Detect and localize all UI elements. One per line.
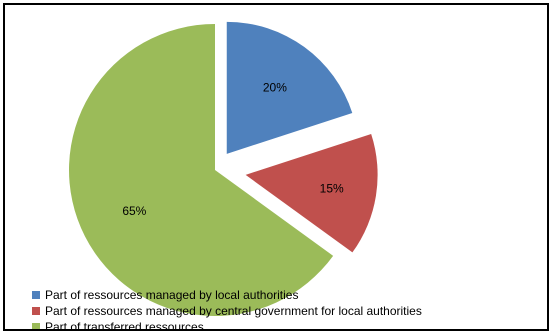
legend-swatch <box>32 291 40 299</box>
legend-label: Part of ressources managed by central go… <box>45 304 422 318</box>
data-label-transferred: 65% <box>122 204 146 218</box>
data-label-local-authorities: 20% <box>263 81 287 95</box>
pie-chart: 20% 15% 65% <box>68 21 378 316</box>
legend: Part of ressources managed by local auth… <box>32 287 422 331</box>
legend-label: Part of transferred ressources <box>45 320 204 331</box>
chart-frame: 20% 15% 65% Part of ressources managed by … <box>3 3 549 331</box>
legend-swatch <box>32 323 40 329</box>
slice-transferred <box>68 24 334 316</box>
slice-central-government <box>245 134 378 253</box>
data-label-central-government: 15% <box>320 181 344 195</box>
legend-label: Part of ressources managed by local auth… <box>45 288 299 302</box>
legend-item-local-authorities: Part of ressources managed by local auth… <box>32 287 422 303</box>
legend-swatch <box>32 307 40 315</box>
legend-item-central-government: Part of ressources managed by central go… <box>32 303 422 319</box>
slice-local-authorities <box>226 21 353 154</box>
legend-item-transferred: Part of transferred ressources <box>32 319 422 331</box>
